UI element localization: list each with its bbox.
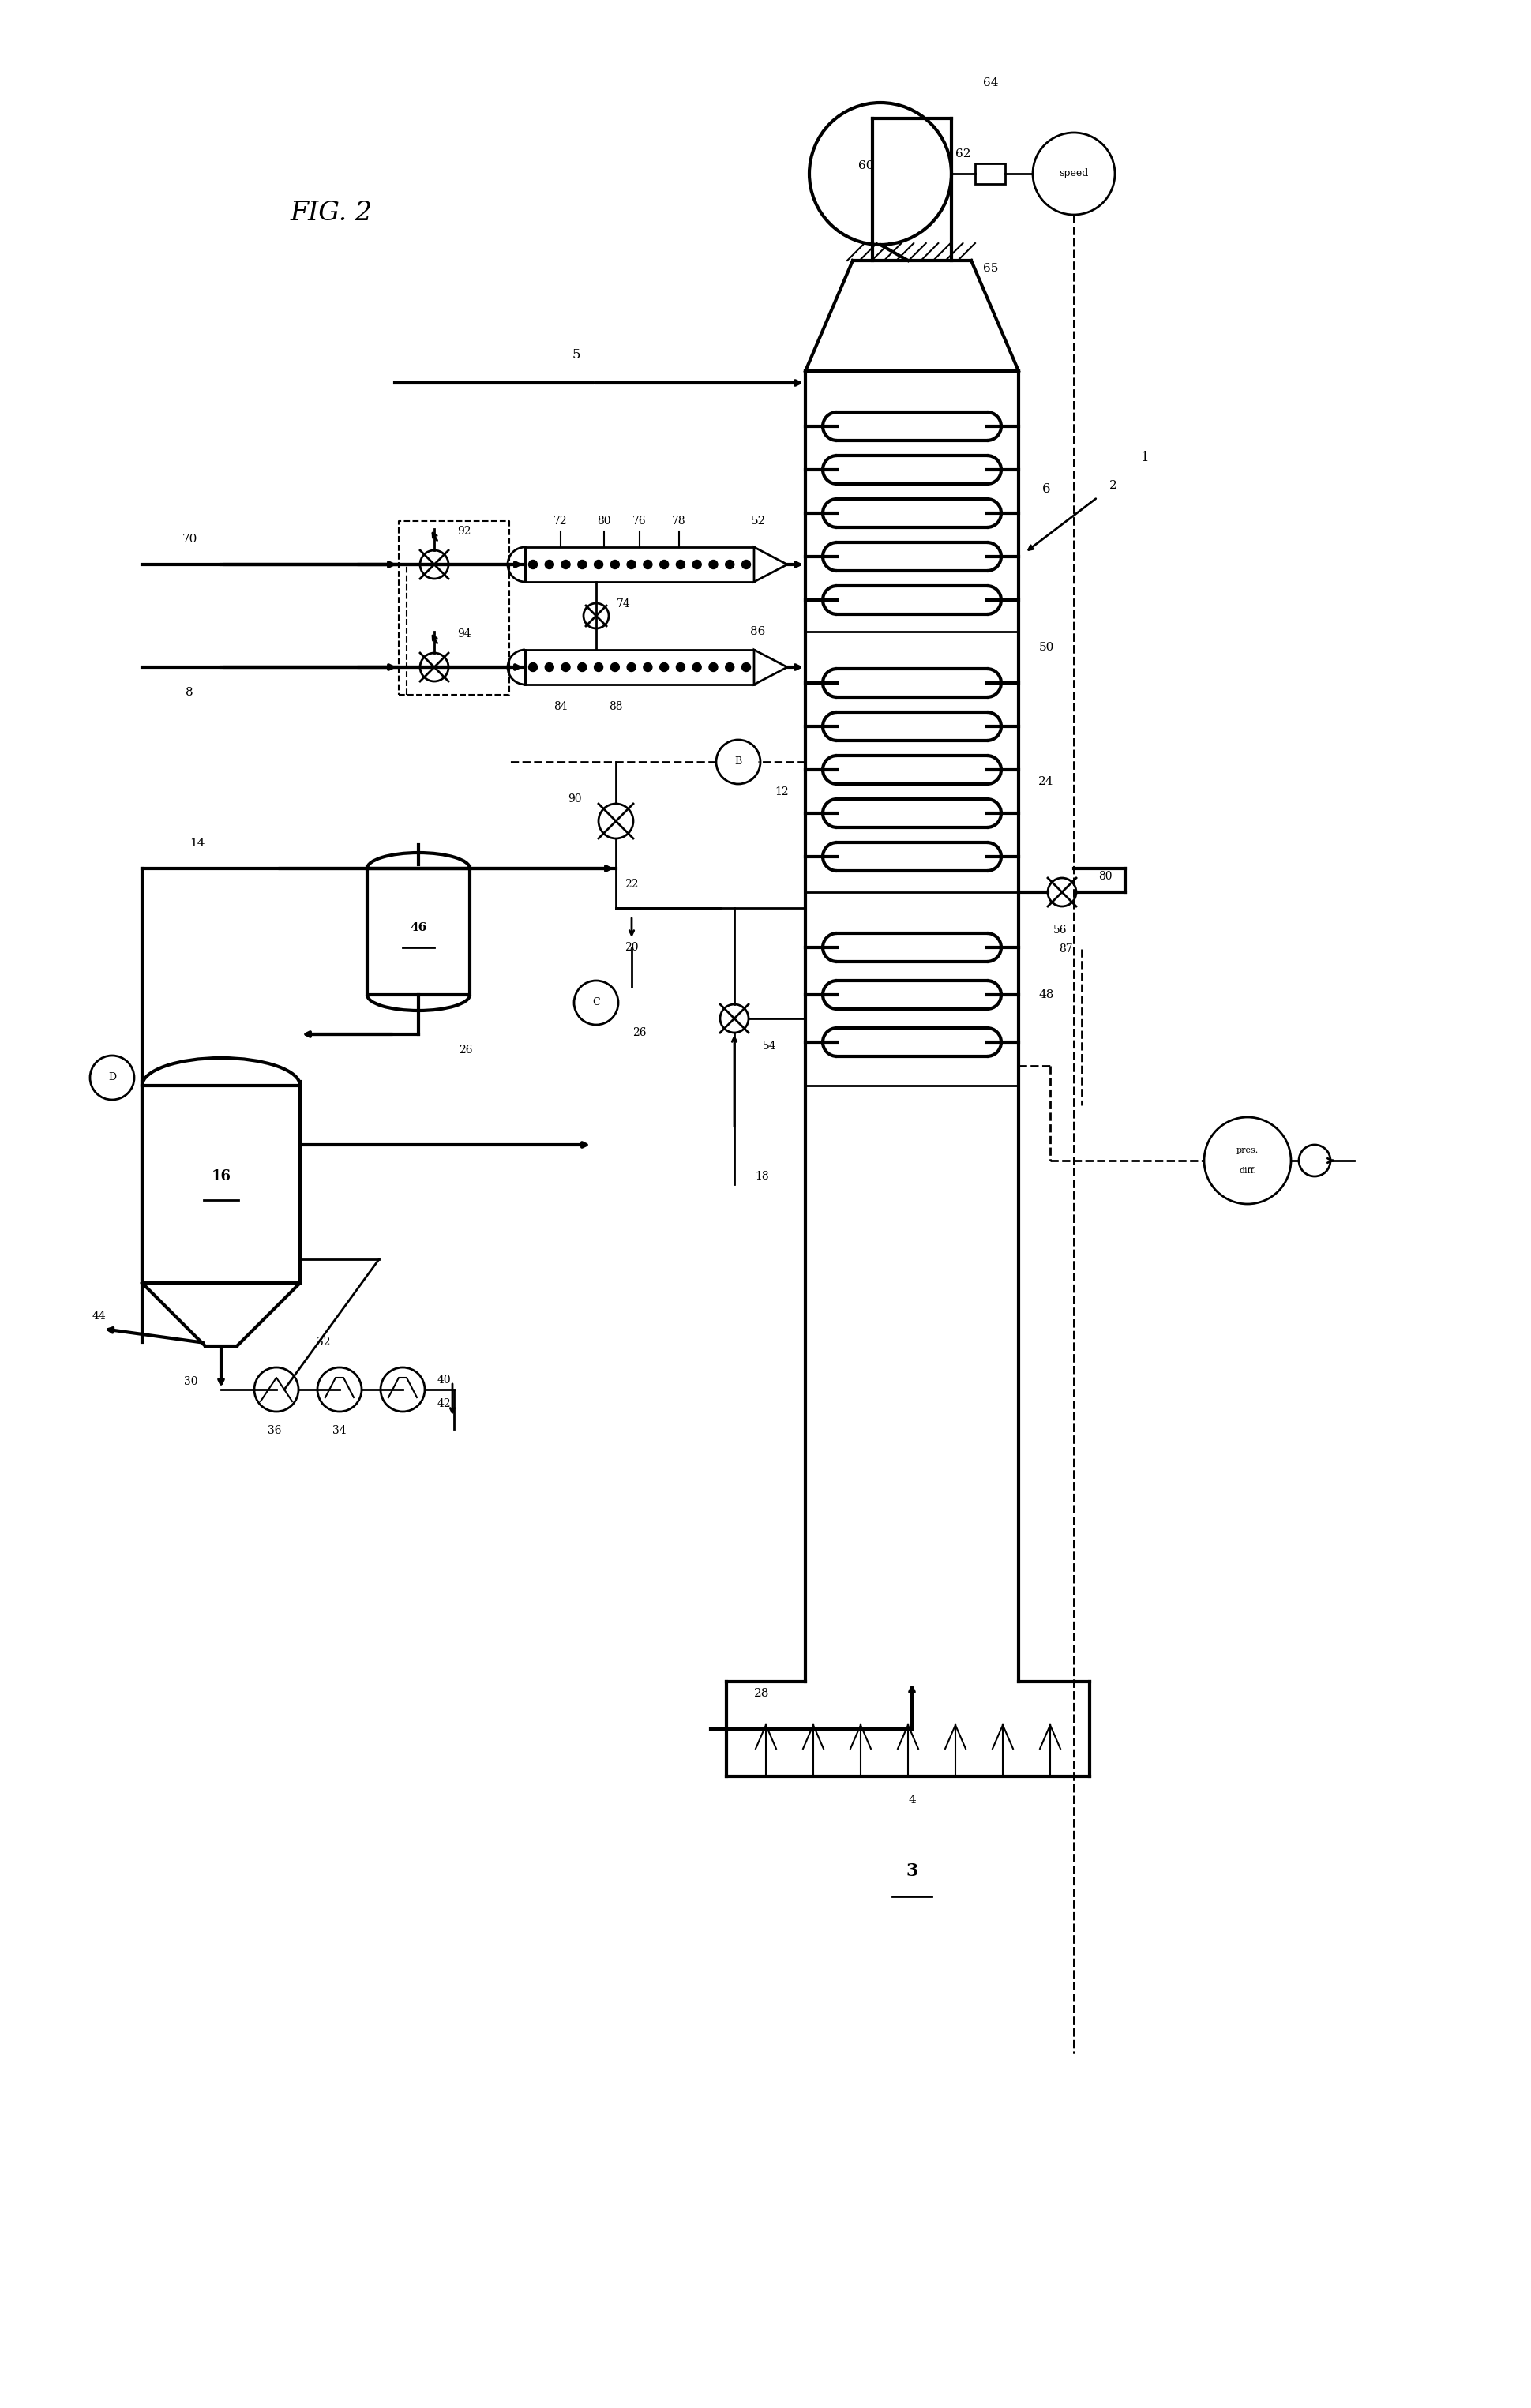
Text: 50: 50: [1038, 643, 1053, 653]
Circle shape: [317, 1368, 361, 1411]
Text: 90: 90: [568, 795, 582, 804]
Circle shape: [628, 561, 635, 568]
Text: 22: 22: [625, 879, 638, 891]
Text: 4: 4: [908, 1794, 916, 1806]
Circle shape: [594, 561, 603, 568]
Circle shape: [381, 1368, 424, 1411]
Text: 72: 72: [554, 515, 568, 527]
Text: 16: 16: [211, 1170, 231, 1182]
Bar: [975, 164, 1006, 183]
Text: 26: 26: [459, 1045, 473, 1055]
Text: diff.: diff.: [1239, 1168, 1257, 1175]
Circle shape: [611, 662, 620, 672]
Bar: [525, 547, 755, 583]
Circle shape: [562, 662, 570, 672]
Text: 92: 92: [458, 525, 472, 537]
Circle shape: [545, 662, 554, 672]
Circle shape: [677, 561, 684, 568]
Text: C: C: [592, 997, 600, 1009]
Text: 6: 6: [1043, 482, 1050, 496]
Text: 2: 2: [1110, 479, 1118, 491]
Text: 18: 18: [755, 1170, 769, 1182]
Text: 80: 80: [1099, 872, 1113, 881]
Circle shape: [528, 561, 537, 568]
Circle shape: [660, 662, 669, 672]
Text: 3: 3: [906, 1861, 919, 1881]
Circle shape: [577, 561, 586, 568]
Text: 54: 54: [762, 1040, 776, 1052]
Text: 1: 1: [1141, 450, 1150, 465]
Text: 32: 32: [317, 1336, 331, 1348]
Text: speed: speed: [1059, 169, 1089, 178]
Circle shape: [545, 561, 554, 568]
Text: 44: 44: [92, 1310, 106, 1322]
Bar: [142, 1086, 300, 1283]
Text: 88: 88: [609, 701, 623, 713]
Text: 64: 64: [983, 77, 998, 89]
Text: 42: 42: [436, 1399, 450, 1409]
Text: D: D: [109, 1072, 116, 1084]
Text: 84: 84: [554, 701, 568, 713]
Text: 86: 86: [750, 626, 766, 638]
Circle shape: [528, 662, 537, 672]
Text: 26: 26: [632, 1028, 646, 1038]
Circle shape: [611, 561, 620, 568]
Circle shape: [743, 561, 750, 568]
Text: 36: 36: [268, 1426, 282, 1435]
Circle shape: [643, 561, 652, 568]
Circle shape: [562, 561, 570, 568]
Circle shape: [709, 561, 718, 568]
Circle shape: [726, 561, 733, 568]
Text: 52: 52: [750, 515, 766, 527]
Circle shape: [692, 561, 701, 568]
Circle shape: [692, 662, 701, 672]
Circle shape: [743, 662, 750, 672]
Text: 56: 56: [1053, 925, 1067, 937]
Text: 60: 60: [859, 161, 874, 171]
Bar: [525, 650, 755, 684]
Circle shape: [577, 662, 586, 672]
Text: 12: 12: [775, 787, 788, 797]
Circle shape: [677, 662, 684, 672]
Text: 78: 78: [672, 515, 686, 527]
Text: 5: 5: [573, 349, 580, 361]
Text: 76: 76: [632, 515, 646, 527]
Polygon shape: [755, 547, 787, 583]
Circle shape: [643, 662, 652, 672]
Text: 87: 87: [1059, 944, 1073, 954]
Circle shape: [628, 662, 635, 672]
Text: 34: 34: [332, 1426, 346, 1435]
Circle shape: [594, 662, 603, 672]
Circle shape: [660, 561, 669, 568]
Text: 40: 40: [436, 1375, 450, 1385]
Text: 80: 80: [597, 515, 611, 527]
Text: 65: 65: [983, 262, 998, 275]
Text: 14: 14: [190, 838, 205, 848]
Circle shape: [726, 662, 733, 672]
Text: 8: 8: [185, 686, 193, 698]
Bar: [367, 869, 470, 995]
Text: 62: 62: [955, 149, 971, 159]
Text: 46: 46: [410, 922, 427, 934]
Text: FIG. 2: FIG. 2: [291, 200, 372, 226]
Text: B: B: [735, 756, 743, 768]
Text: pres.: pres.: [1237, 1146, 1258, 1153]
Text: 30: 30: [184, 1375, 197, 1387]
Polygon shape: [755, 650, 787, 684]
Text: 24: 24: [1038, 775, 1053, 787]
Text: 28: 28: [755, 1688, 770, 1700]
Text: 74: 74: [617, 600, 631, 609]
Text: 20: 20: [625, 942, 638, 954]
Text: 70: 70: [182, 535, 197, 544]
Circle shape: [709, 662, 718, 672]
Text: 94: 94: [458, 628, 472, 641]
Text: 48: 48: [1038, 990, 1053, 999]
Circle shape: [254, 1368, 299, 1411]
